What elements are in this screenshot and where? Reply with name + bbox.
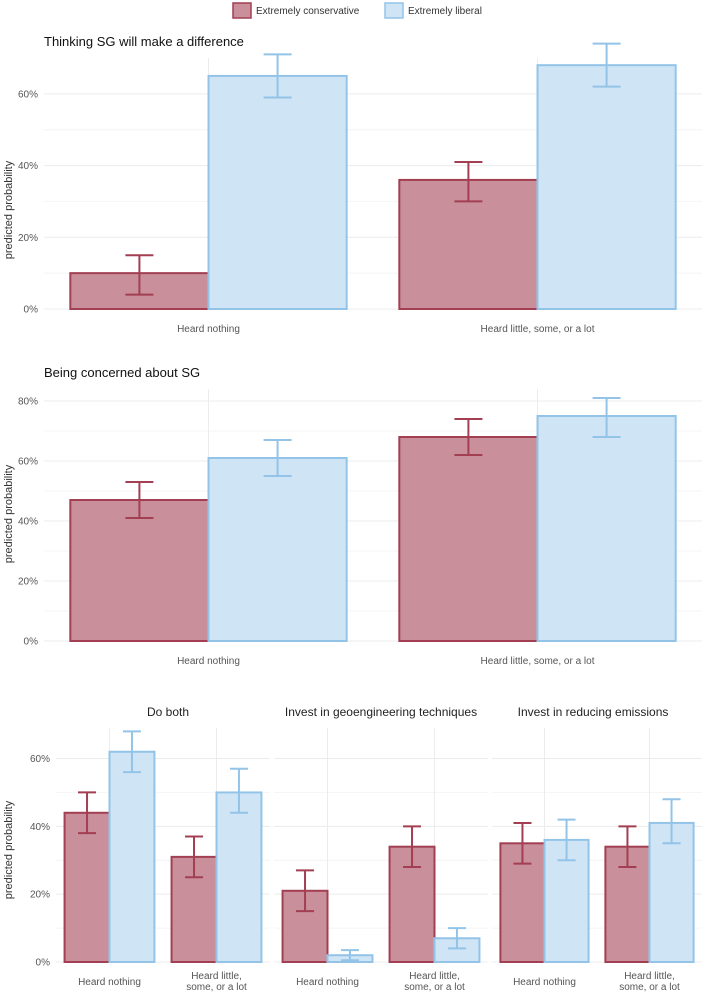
panel2-ytick-label-4: 80% — [18, 397, 38, 408]
panel2-ytick-label-3: 60% — [18, 457, 38, 468]
panel2-ytick-label-1: 20% — [18, 577, 38, 588]
panel1-ylabel: predicted probability — [3, 160, 15, 259]
panel1-ytick-label-3: 60% — [18, 89, 38, 100]
panel1-xtick-label-1: Heard little, some, or a lot — [481, 324, 595, 335]
facet3-xtick-label-0: Heard nothing — [513, 977, 576, 988]
panel2-bar-liberal-1 — [536, 415, 677, 642]
facet1-ytick-label-3: 60% — [30, 754, 50, 765]
legend-label-conservative: Extremely conservative — [256, 6, 360, 17]
facet1-bar-liberal-0 — [108, 750, 156, 963]
panel3-ylabel: predicted probability — [3, 800, 15, 899]
chart-marks: 0% 20% 40% 60% Heard nothing Heard little, so… — [18, 42, 702, 993]
panel1-xtick-label-0: Heard nothing — [177, 324, 240, 335]
facet2-xtick-label-0: Heard nothing — [296, 977, 359, 988]
facet1-bar-conservative-0 — [63, 811, 111, 963]
panel2-bar-liberal-0 — [207, 457, 348, 642]
panel2-ytick-label-2: 40% — [18, 517, 38, 528]
legend: Extremely conservative Extremely liberal — [232, 2, 482, 19]
panel2-xtick-label-1: Heard little, some, or a lot — [481, 656, 595, 667]
legend-swatch-conservative — [232, 2, 252, 19]
facet1-ytick-label-2: 40% — [30, 822, 50, 833]
facet1-title: Do both — [147, 705, 189, 719]
facet1-bar-liberal-1 — [215, 791, 263, 963]
panel1-bar-liberal-1 — [536, 64, 677, 310]
panel1-ytick-label-1: 20% — [18, 233, 38, 244]
facet1-xtick-label-0: Heard nothing — [78, 977, 141, 988]
facet1-ytick-label-0: 0% — [36, 958, 51, 969]
facet2-xtick-label-1-line0: Heard little, — [409, 971, 460, 982]
panel2-xtick-label-0: Heard nothing — [177, 656, 240, 667]
panel2-title: Being concerned about SG — [44, 365, 200, 380]
panel1-ytick-label-2: 40% — [18, 161, 38, 172]
panel2-bar-conservative-1 — [398, 436, 539, 642]
facet1-xtick-label-1-line1: some, or a lot — [186, 982, 247, 993]
panel2-bar-conservative-0 — [69, 499, 210, 642]
legend-swatch-liberal — [384, 2, 404, 19]
panel1-title: Thinking SG will make a difference — [44, 34, 244, 49]
legend-label-liberal: Extremely liberal — [408, 6, 482, 17]
panel1-bar-liberal-0 — [207, 74, 348, 310]
panel2-ytick-label-0: 0% — [24, 637, 39, 648]
facet3-title: Invest in reducing emissions — [518, 705, 669, 719]
facet3-xtick-label-1-line0: Heard little, — [624, 971, 675, 982]
facet2-xtick-label-1-line1: some, or a lot — [404, 982, 465, 993]
facet2-title: Invest in geoengineering techniques — [285, 705, 477, 719]
panel2-ylabel: predicted probability — [3, 464, 15, 563]
panel1-ytick-label-0: 0% — [24, 305, 39, 316]
facet3-xtick-label-1-line1: some, or a lot — [619, 982, 680, 993]
facet1-xtick-label-1-line0: Heard little, — [191, 971, 242, 982]
facet1-ytick-label-1: 20% — [30, 890, 50, 901]
